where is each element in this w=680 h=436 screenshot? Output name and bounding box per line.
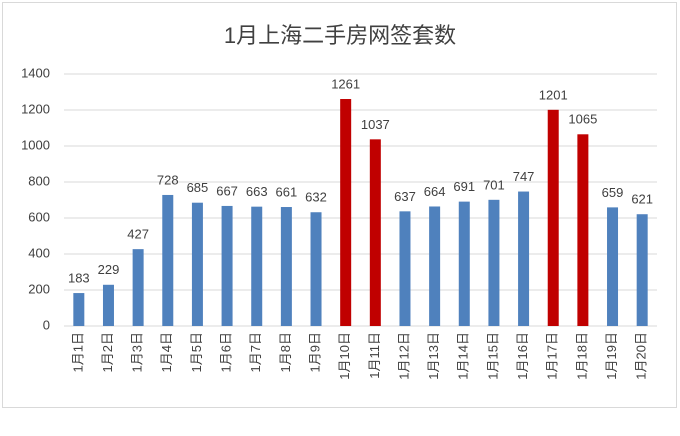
value-label: 747 bbox=[513, 169, 535, 184]
y-tick-label: 400 bbox=[28, 245, 50, 260]
y-tick-label: 0 bbox=[43, 317, 50, 332]
value-label: 691 bbox=[453, 179, 475, 194]
x-tick-label: 1月20日 bbox=[634, 332, 649, 380]
x-tick-label: 1月4日 bbox=[159, 332, 174, 372]
chart-title: 1月上海二手房网签套数 bbox=[224, 23, 456, 48]
x-tick-label: 1月5日 bbox=[189, 332, 204, 372]
bar bbox=[251, 206, 263, 326]
y-tick-label: 200 bbox=[28, 281, 50, 296]
bar bbox=[399, 211, 411, 326]
bar bbox=[340, 99, 352, 327]
value-label: 667 bbox=[216, 183, 238, 198]
y-tick-label: 1400 bbox=[21, 65, 50, 80]
value-label: 1037 bbox=[361, 117, 390, 132]
bar bbox=[73, 293, 85, 326]
value-label: 664 bbox=[424, 184, 446, 199]
y-tick-label: 600 bbox=[28, 209, 50, 224]
x-tick-label: 1月1日 bbox=[70, 332, 85, 372]
bar bbox=[369, 139, 381, 326]
value-label: 229 bbox=[98, 262, 120, 277]
y-tick-label: 1000 bbox=[21, 137, 50, 152]
x-tick-label: 1月10日 bbox=[337, 332, 352, 380]
x-tick-label: 1月11日 bbox=[367, 332, 382, 379]
bar bbox=[488, 199, 500, 326]
bar bbox=[191, 202, 203, 326]
bar bbox=[132, 249, 144, 326]
bar bbox=[162, 194, 174, 326]
x-tick-label: 1月7日 bbox=[248, 332, 263, 372]
x-tick-label: 1月3日 bbox=[130, 332, 145, 372]
bar bbox=[547, 109, 559, 326]
value-label: 728 bbox=[157, 172, 179, 187]
x-tick-label: 1月6日 bbox=[219, 332, 234, 372]
bar bbox=[280, 207, 292, 326]
y-tick-label: 1200 bbox=[21, 101, 50, 116]
value-label: 685 bbox=[187, 180, 209, 195]
value-label: 427 bbox=[127, 227, 149, 242]
value-label: 1201 bbox=[539, 87, 568, 102]
x-tick-label: 1月12日 bbox=[396, 332, 411, 380]
x-tick-label: 1月19日 bbox=[604, 332, 619, 380]
value-label: 701 bbox=[483, 177, 505, 192]
y-tick-label: 800 bbox=[28, 173, 50, 188]
x-tick-label: 1月15日 bbox=[485, 332, 500, 380]
value-label: 632 bbox=[305, 190, 327, 205]
value-label: 663 bbox=[246, 184, 268, 199]
bar bbox=[577, 134, 589, 326]
bar bbox=[310, 212, 322, 326]
bar bbox=[429, 206, 441, 326]
value-label: 637 bbox=[394, 189, 416, 204]
x-tick-label: 1月9日 bbox=[307, 332, 322, 372]
bar bbox=[102, 284, 114, 326]
bar bbox=[518, 191, 530, 326]
x-tick-label: 1月13日 bbox=[426, 332, 441, 380]
value-label: 661 bbox=[276, 184, 298, 199]
x-tick-label: 1月18日 bbox=[574, 332, 589, 380]
value-label: 659 bbox=[602, 185, 624, 200]
bar bbox=[607, 207, 619, 326]
bar bbox=[458, 201, 470, 326]
value-label: 621 bbox=[631, 192, 653, 207]
bar bbox=[636, 214, 648, 326]
value-label: 1065 bbox=[568, 112, 597, 127]
x-tick-label: 1月2日 bbox=[100, 332, 115, 372]
x-tick-label: 1月8日 bbox=[278, 332, 293, 372]
value-label: 1261 bbox=[331, 76, 360, 91]
bar bbox=[221, 205, 233, 326]
x-tick-label: 1月14日 bbox=[456, 332, 471, 380]
chart-border bbox=[2, 2, 677, 408]
value-label: 183 bbox=[68, 270, 90, 285]
x-tick-label: 1月16日 bbox=[515, 332, 530, 380]
x-tick-label: 1月17日 bbox=[545, 332, 560, 380]
